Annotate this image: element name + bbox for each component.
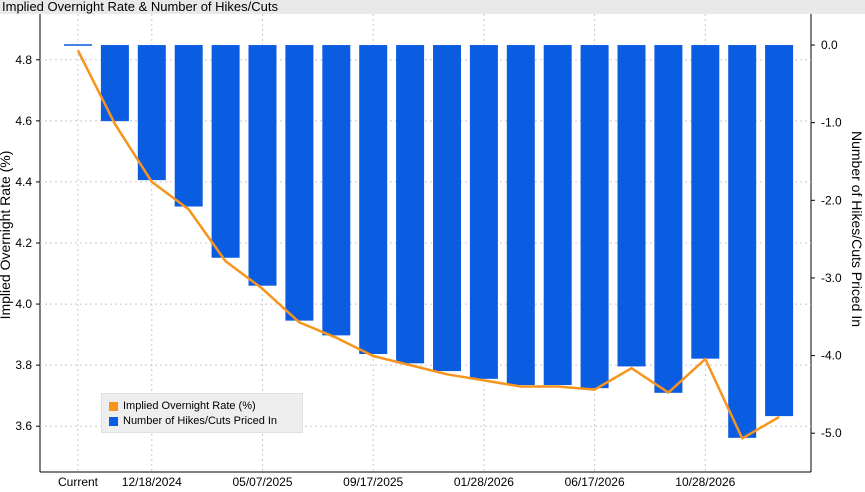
legend-item-bars: Number of Hikes/Cuts Priced In xyxy=(109,414,277,428)
bar xyxy=(506,45,535,386)
legend-label-bars: Number of Hikes/Cuts Priced In xyxy=(123,415,278,427)
x-tick-label: 06/17/2026 xyxy=(565,475,625,489)
bar xyxy=(359,45,388,355)
bar xyxy=(543,45,572,386)
bar xyxy=(691,45,720,359)
chart-title: Implied Overnight Rate & Number of Hikes… xyxy=(2,0,278,14)
bar xyxy=(322,45,351,336)
bar xyxy=(765,45,794,417)
bar xyxy=(469,45,498,379)
x-tick-label: 12/18/2024 xyxy=(122,475,182,489)
bar xyxy=(728,45,757,438)
x-tick-label: 01/28/2026 xyxy=(454,475,514,489)
right-tick-label: -2.0 xyxy=(821,193,842,207)
legend-swatch-bars xyxy=(109,416,118,426)
bar xyxy=(248,45,277,286)
right-tick-label: -1.0 xyxy=(821,116,842,130)
right-tick-label: -4.0 xyxy=(821,349,842,363)
bar xyxy=(100,45,129,122)
bar xyxy=(137,45,166,181)
bar xyxy=(211,45,240,258)
bar xyxy=(617,45,646,367)
right-tick-label: -5.0 xyxy=(821,426,842,440)
left-tick-label: 4.4 xyxy=(15,175,32,189)
left-tick-label: 3.8 xyxy=(15,358,32,372)
legend-item-rate: Implied Overnight Rate (%) xyxy=(109,399,256,413)
left-axis-title: Implied Overnight Rate (%) xyxy=(0,151,13,320)
left-tick-label: 4.2 xyxy=(15,236,32,250)
x-tick-label: Current xyxy=(58,475,99,489)
bar xyxy=(654,45,683,393)
x-tick-label: 10/28/2026 xyxy=(675,475,735,489)
bar xyxy=(174,45,203,207)
legend: Implied Overnight Rate (%) Number of Hik… xyxy=(101,393,303,433)
left-tick-label: 3.6 xyxy=(15,419,32,433)
right-tick-label: 0.0 xyxy=(821,38,838,52)
bar xyxy=(396,45,425,364)
left-tick-label: 4.0 xyxy=(15,297,32,311)
right-tick-label: -3.0 xyxy=(821,271,842,285)
bar xyxy=(580,45,609,389)
right-axis-title: Number of Hikes/Cuts Priced In xyxy=(849,131,865,327)
bar xyxy=(433,45,461,372)
title-bar: Implied Overnight Rate & Number of Hikes… xyxy=(0,0,865,14)
left-tick-label: 4.8 xyxy=(15,53,32,67)
rate-line xyxy=(76,50,780,440)
x-tick-label: 05/07/2025 xyxy=(232,475,292,489)
x-tick-label: 09/17/2025 xyxy=(343,475,403,489)
legend-swatch-rate xyxy=(109,401,118,411)
bar xyxy=(285,45,314,321)
legend-label-rate: Implied Overnight Rate (%) xyxy=(123,400,256,412)
left-tick-label: 4.6 xyxy=(15,114,32,128)
